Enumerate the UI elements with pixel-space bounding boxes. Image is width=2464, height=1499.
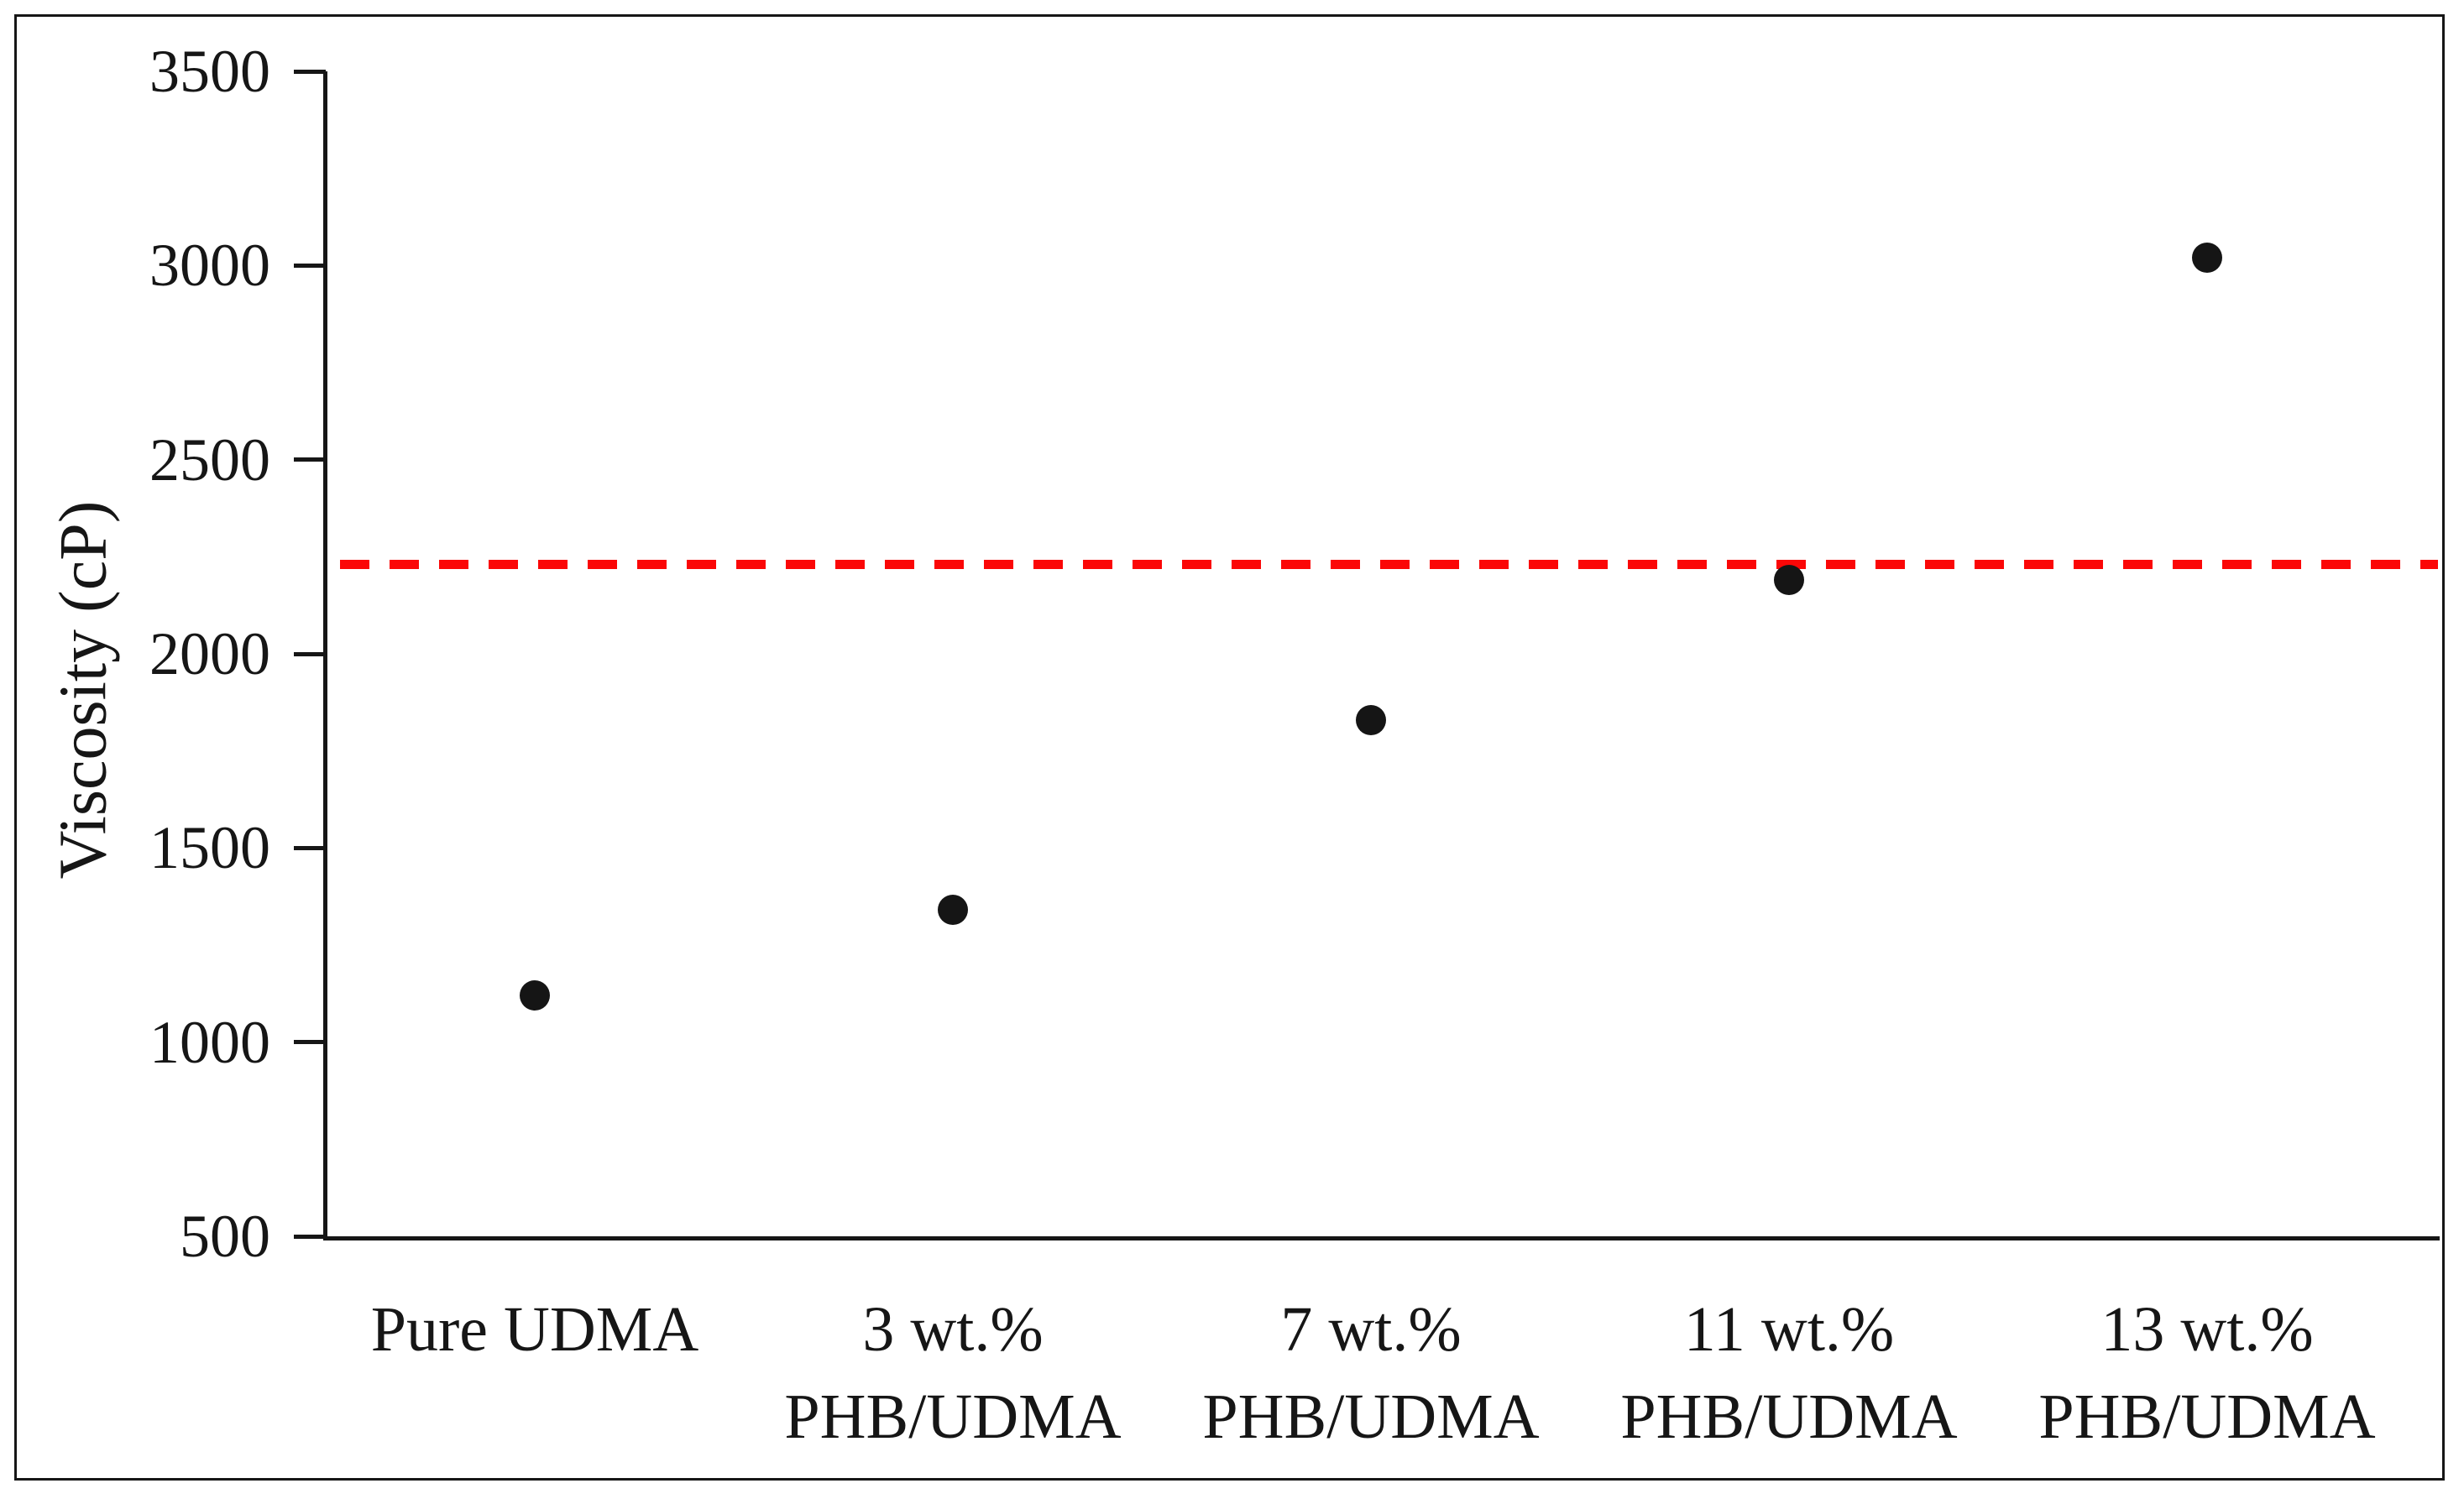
data-point <box>1356 704 1386 735</box>
x-category-label-line: 7 wt.% <box>1280 1294 1462 1365</box>
y-tick-mark <box>294 69 326 74</box>
x-category-label: 7 wt.% PHB/UDMA <box>1162 1286 1580 1460</box>
y-tick-label: 500 <box>180 1203 270 1270</box>
x-category-label: 3 wt.% PHB/UDMA <box>744 1286 1162 1460</box>
y-tick-label: 2500 <box>149 426 270 494</box>
data-point <box>520 980 550 1011</box>
y-axis-line <box>323 71 327 1240</box>
y-tick-label: 3000 <box>149 232 270 300</box>
x-category-label: 11 wt.% PHB/UDMA <box>1580 1286 1998 1460</box>
y-tick-mark <box>294 1040 326 1045</box>
figure-frame <box>14 14 2445 1481</box>
data-point <box>2192 243 2222 274</box>
x-category-label-line: PHB/UDMA <box>2038 1381 2376 1452</box>
y-tick-label: 1000 <box>149 1008 270 1076</box>
x-category-label-line: PHB/UDMA <box>1202 1381 1540 1452</box>
x-category-label-line: PHB/UDMA <box>1620 1381 1958 1452</box>
x-axis-line <box>323 1236 2440 1240</box>
y-tick-mark <box>294 263 326 268</box>
x-category-label-line: 3 wt.% <box>862 1294 1044 1365</box>
y-tick-label: 3500 <box>149 38 270 105</box>
y-tick-mark <box>294 1234 326 1239</box>
data-point <box>938 895 968 926</box>
y-tick-mark <box>294 651 326 656</box>
x-category-label: Pure UDMA <box>326 1286 744 1373</box>
y-tick-label: 2000 <box>149 620 270 687</box>
data-point <box>1774 565 1804 596</box>
y-tick-mark <box>294 845 326 850</box>
x-category-label-line: 13 wt.% <box>2100 1294 2314 1365</box>
x-category-label-line: 11 wt.% <box>1683 1294 1895 1365</box>
x-category-label: 13 wt.% PHB/UDMA <box>1998 1286 2416 1460</box>
x-category-label-line: Pure UDMA <box>370 1294 699 1365</box>
y-tick-mark <box>294 457 326 462</box>
x-category-label-line: PHB/UDMA <box>784 1381 1122 1452</box>
y-tick-label: 1500 <box>149 814 270 882</box>
reference-line <box>340 560 2438 570</box>
